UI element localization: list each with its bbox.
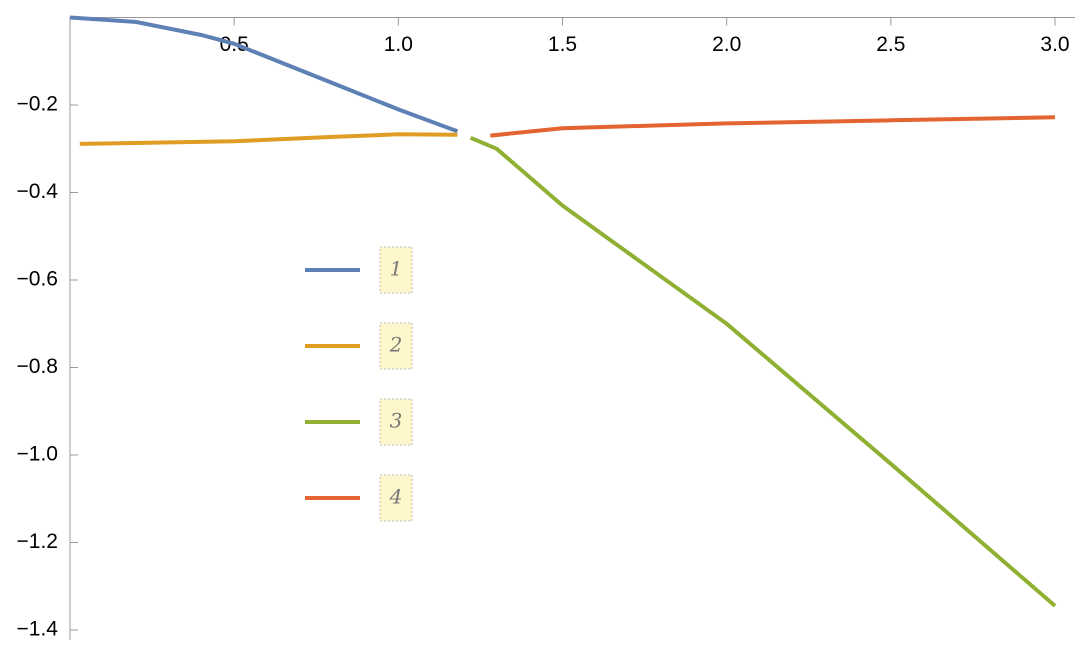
series-line — [490, 115, 1056, 138]
x-tick-label: 2.5 — [876, 33, 905, 56]
x-tick-label: 2.0 — [712, 33, 741, 56]
axes — [69, 17, 1075, 640]
y-tick-label: −1.4 — [17, 618, 59, 641]
y-tick-label: −0.6 — [17, 268, 58, 291]
y-tick-label: −0.8 — [17, 355, 58, 378]
y-tick-label: −1.2 — [17, 530, 58, 553]
series-line — [469, 135, 1057, 608]
legend-label-box — [379, 474, 413, 522]
x-tick-label: 1.5 — [548, 33, 577, 56]
legend-label-box — [379, 398, 413, 446]
y-tick-label: −0.4 — [17, 180, 59, 203]
y-tick-label: −0.2 — [17, 93, 58, 116]
legend-label: 2 — [389, 333, 403, 357]
legend-label: 4 — [389, 485, 403, 509]
legend-label: 1 — [390, 257, 403, 281]
y-tick-label: −1.0 — [17, 443, 58, 466]
series-line — [79, 132, 458, 146]
series-line — [69, 15, 459, 134]
legend-label: 3 — [390, 409, 403, 433]
legend-label-box — [379, 246, 413, 294]
x-tick-label: 3.0 — [1040, 33, 1069, 56]
x-tick-label: 1.0 — [384, 33, 413, 56]
legend-label-box — [379, 322, 413, 370]
